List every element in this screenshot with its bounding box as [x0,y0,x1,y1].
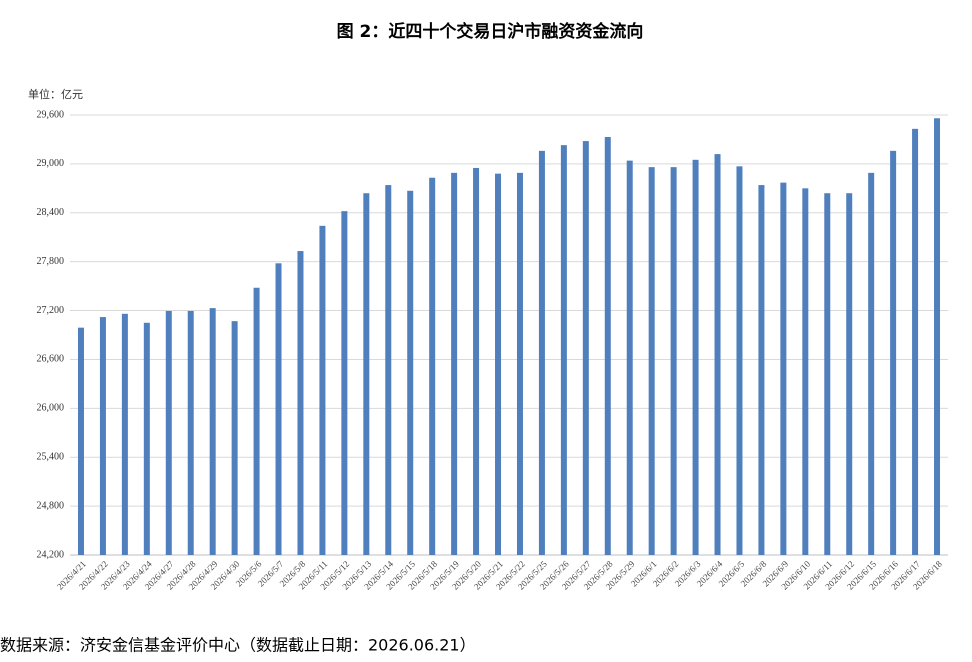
bar [802,188,809,556]
y-tick-label: 29,600 [37,109,65,120]
bar [99,317,106,555]
bar [604,137,611,555]
y-tick-label: 25,400 [37,452,65,463]
bar [275,263,282,555]
bar [670,167,677,556]
y-tick-label: 28,400 [37,207,65,218]
y-tick-label: 24,200 [37,549,65,560]
bar [560,145,567,556]
bar [780,182,787,555]
bar [253,287,260,555]
y-tick-label: 27,200 [37,305,65,316]
bar [121,313,128,555]
bar [143,322,150,555]
bar [187,310,194,555]
bar [758,185,765,555]
bar [516,172,523,555]
bar [890,150,897,555]
bar [165,310,172,555]
bar [648,167,655,556]
bar [495,173,502,555]
y-tick-label: 27,800 [37,256,65,267]
bar [692,159,699,555]
bar [429,177,436,556]
y-tick-label: 26,000 [37,403,65,414]
bar [319,225,326,555]
bar [736,166,743,556]
bar [626,160,633,555]
bar [363,193,370,555]
bar [868,172,875,555]
bar [77,327,84,555]
y-tick-label: 29,000 [37,158,65,169]
bar [714,154,721,555]
bar [297,251,304,555]
bar [231,321,238,555]
bar [582,141,589,555]
bar [846,193,853,555]
bar [341,211,348,556]
bar [824,193,831,555]
bar [451,172,458,555]
source-note: 数据来源：济安金信基金评价中心（数据截止日期：2026.06.21） [0,636,476,655]
bar [473,167,480,556]
chart-title: 图 2：近四十个交易日沪市融资资金流向 [337,21,644,42]
bar [538,150,545,555]
bar [209,308,216,555]
y-tick-label: 24,800 [37,500,65,511]
bar [912,128,919,555]
y-tick-label: 26,600 [37,354,65,365]
bar [385,185,392,555]
bar [407,190,414,555]
y-axis-label: 单位：亿元 [28,87,83,101]
bar [934,118,941,555]
